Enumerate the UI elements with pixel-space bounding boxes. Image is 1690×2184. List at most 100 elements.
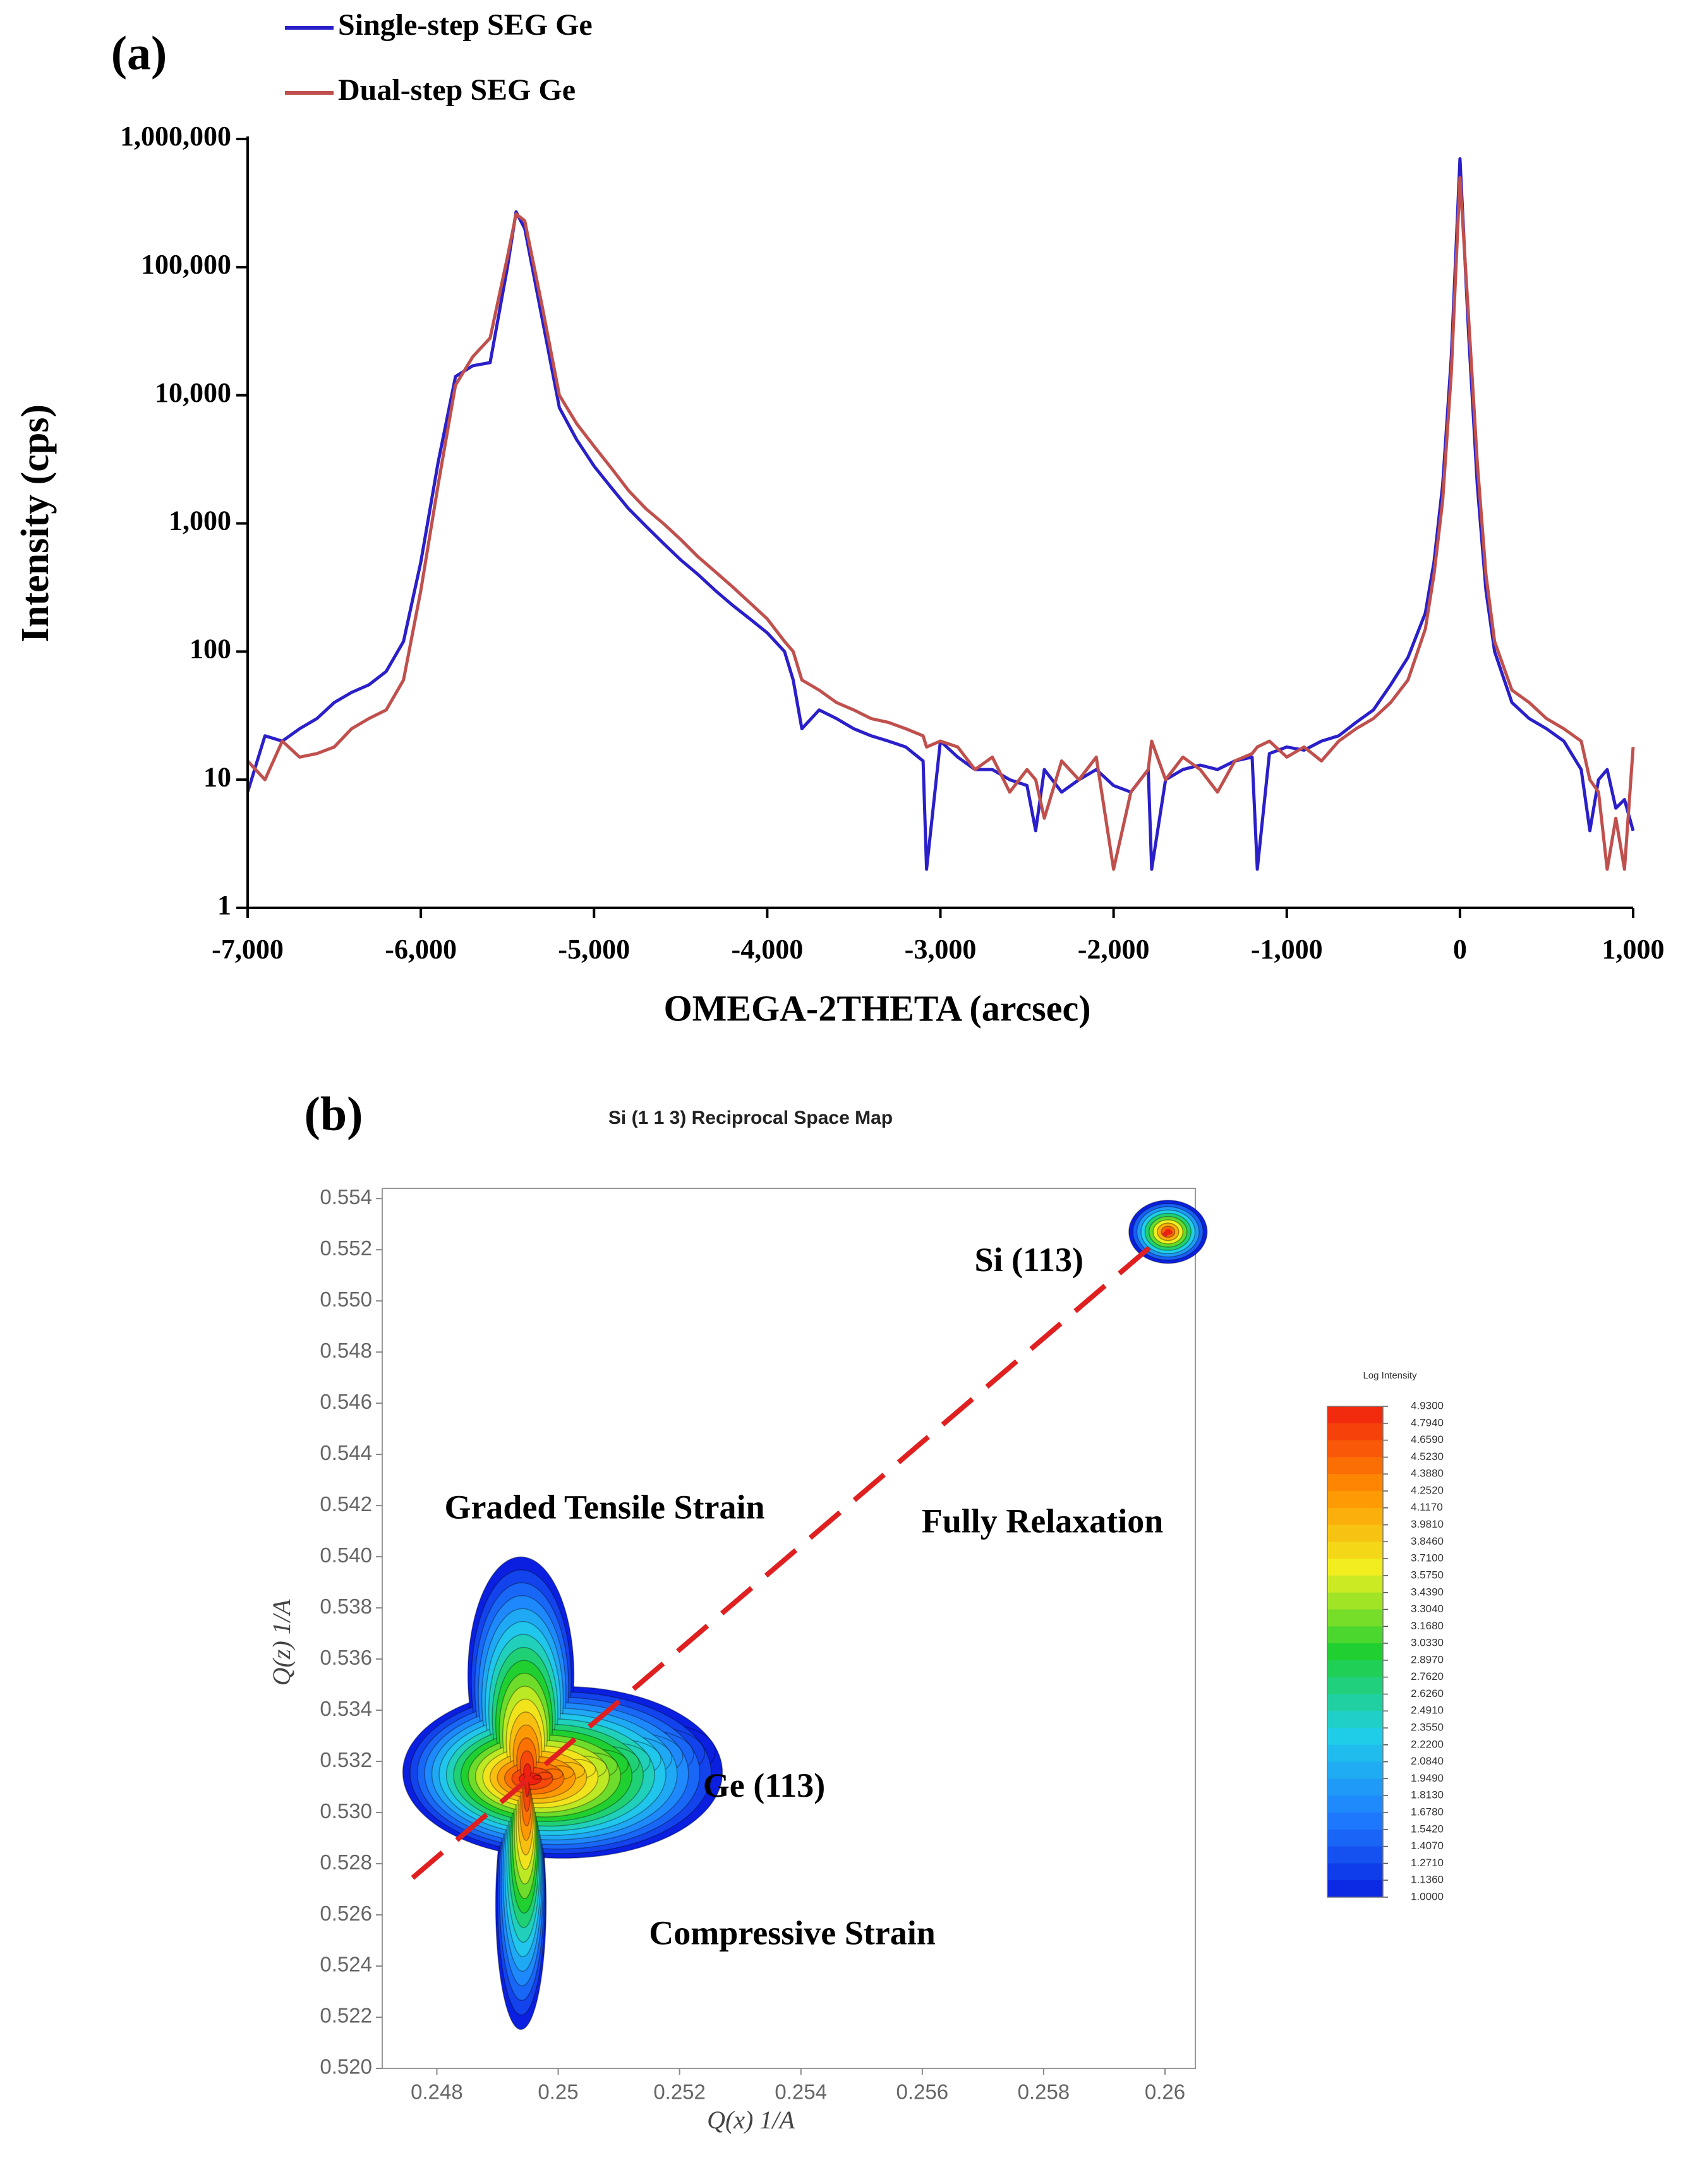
colorbar-tick-label: 1.0000 bbox=[1411, 1890, 1444, 1902]
y-tick-label: 1,000 bbox=[169, 505, 231, 536]
colorbar-band bbox=[1327, 1474, 1383, 1492]
contour-band bbox=[533, 1775, 542, 1780]
x-tick-label: -1,000 bbox=[1251, 934, 1323, 965]
annotation: Fully Relaxation bbox=[922, 1502, 1164, 1540]
colorbar-band bbox=[1327, 1507, 1383, 1526]
y-tick-label: 0.534 bbox=[320, 1697, 372, 1720]
peak-marker bbox=[524, 1776, 531, 1783]
y-tick-label: 10,000 bbox=[155, 377, 231, 408]
y-tick-label: 0.522 bbox=[320, 2004, 372, 2027]
colorbar-band bbox=[1327, 1609, 1383, 1627]
y-tick-label: 1 bbox=[217, 890, 231, 920]
colorbar-tick-label: 2.0840 bbox=[1411, 1755, 1444, 1767]
x-tick-label: -3,000 bbox=[905, 934, 977, 965]
colorbar-tick-label: 3.5750 bbox=[1411, 1569, 1444, 1581]
colorbar-band bbox=[1327, 1491, 1383, 1509]
colorbar-band bbox=[1327, 1728, 1383, 1746]
y-tick-label: 0.552 bbox=[320, 1236, 372, 1260]
colorbar-band bbox=[1327, 1406, 1383, 1424]
colorbar-band bbox=[1327, 1660, 1383, 1678]
y-tick-label: 0.524 bbox=[320, 1953, 372, 1976]
peak-label: Ge (113) bbox=[703, 1766, 825, 1804]
colorbar-tick-label: 4.2520 bbox=[1411, 1485, 1444, 1497]
colorbar-tick-label: 4.3880 bbox=[1411, 1468, 1444, 1480]
y-axis-title: Intensity (cps) bbox=[14, 404, 57, 643]
relaxation-line bbox=[411, 1229, 1170, 1880]
colorbar-tick-label: 4.5230 bbox=[1411, 1451, 1444, 1463]
colorbar-band bbox=[1327, 1795, 1383, 1813]
x-tick-label: 0 bbox=[1453, 934, 1467, 965]
legend-label: Dual-step SEG Ge bbox=[338, 73, 576, 107]
y-tick-label: 0.530 bbox=[320, 1799, 372, 1823]
data-line bbox=[246, 176, 1635, 871]
colorbar-band bbox=[1327, 1829, 1383, 1847]
x-axis-title: OMEGA-2THETA (arcsec) bbox=[663, 987, 1090, 1029]
x-tick-label: 0.256 bbox=[896, 2080, 949, 2104]
colorbar-tick-label: 2.6260 bbox=[1411, 1687, 1444, 1699]
colorbar-band bbox=[1327, 1694, 1383, 1711]
x-tick-label: 0.25 bbox=[538, 2080, 578, 2104]
y-tick-label: 100,000 bbox=[141, 249, 231, 280]
y-tick-label: 0.548 bbox=[320, 1339, 372, 1362]
y-axis-title: Q(z) 1/A bbox=[267, 1599, 296, 1686]
colorbar-tick-label: 1.8130 bbox=[1411, 1789, 1444, 1801]
x-tick-label: -6,000 bbox=[385, 934, 457, 965]
colorbar-tick-label: 2.3550 bbox=[1411, 1722, 1444, 1734]
colorbar-tick-label: 1.2710 bbox=[1411, 1857, 1444, 1869]
annotation: Graded Tensile Strain bbox=[444, 1488, 764, 1526]
y-tick-label: 0.532 bbox=[320, 1748, 372, 1771]
panel-label: (a) bbox=[111, 27, 167, 80]
x-tick-label: -7,000 bbox=[212, 934, 284, 965]
colorbar-tick-label: 2.4910 bbox=[1411, 1704, 1444, 1716]
colorbar-tick-label: 3.1680 bbox=[1411, 1620, 1444, 1632]
x-axis-title: Q(x) 1/A bbox=[707, 2106, 795, 2134]
colorbar-band bbox=[1327, 1761, 1383, 1779]
panel-label: (b) bbox=[305, 1087, 363, 1140]
colorbar-band bbox=[1327, 1440, 1383, 1457]
colorbar-band bbox=[1327, 1457, 1383, 1475]
x-tick-label: 0.258 bbox=[1018, 2080, 1070, 2104]
colorbar-band bbox=[1327, 1643, 1383, 1661]
x-tick-label: 0.254 bbox=[775, 2080, 827, 2104]
colorbar-tick-label: 3.7100 bbox=[1411, 1552, 1444, 1564]
colorbar-band bbox=[1327, 1592, 1383, 1610]
colorbar-band bbox=[1327, 1524, 1383, 1542]
colorbar-band bbox=[1327, 1778, 1383, 1796]
y-tick-label: 0.526 bbox=[320, 1902, 372, 1925]
colorbar-band bbox=[1327, 1626, 1383, 1644]
colorbar-tick-label: 3.4390 bbox=[1411, 1586, 1444, 1598]
colorbar-band bbox=[1327, 1863, 1383, 1881]
colorbar-tick-label: 1.1360 bbox=[1411, 1874, 1444, 1886]
colorbar-band bbox=[1327, 1812, 1383, 1830]
colorbar-band bbox=[1327, 1711, 1383, 1728]
colorbar-tick-label: 2.8970 bbox=[1411, 1653, 1444, 1665]
colorbar-tick-label: 4.1170 bbox=[1411, 1501, 1443, 1513]
colorbar-tick-label: 1.4070 bbox=[1411, 1840, 1444, 1852]
colorbar-band bbox=[1327, 1880, 1383, 1898]
peak-label: Si (113) bbox=[975, 1241, 1084, 1279]
x-tick-label: 0.252 bbox=[653, 2080, 706, 2104]
colorbar-tick-label: 3.8460 bbox=[1411, 1535, 1444, 1547]
y-tick-label: 0.544 bbox=[320, 1441, 372, 1464]
colorbar-tick-label: 2.7620 bbox=[1411, 1670, 1444, 1682]
x-tick-label: 1,000 bbox=[1602, 934, 1665, 965]
colorbar-tick-label: 3.0330 bbox=[1411, 1637, 1444, 1649]
colorbar-frame bbox=[1327, 1406, 1384, 1898]
x-tick-label: -4,000 bbox=[732, 934, 804, 965]
colorbar-title: Log Intensity bbox=[1363, 1370, 1417, 1381]
y-tick-label: 0.536 bbox=[320, 1646, 372, 1669]
y-tick-label: 0.520 bbox=[320, 2055, 372, 2078]
colorbar-tick-label: 4.7940 bbox=[1411, 1416, 1444, 1428]
colorbar-band bbox=[1327, 1677, 1383, 1695]
colorbar-tick-label: 1.9490 bbox=[1411, 1772, 1444, 1784]
colorbar-band bbox=[1327, 1575, 1383, 1593]
x-tick-label: 0.26 bbox=[1145, 2080, 1185, 2104]
colorbar-tick-label: 3.3040 bbox=[1411, 1603, 1444, 1615]
legend-label: Single-step SEG Ge bbox=[338, 8, 593, 42]
chart-title: Si (1 1 3) Reciprocal Space Map bbox=[608, 1107, 893, 1128]
colorbar-tick-label: 4.6590 bbox=[1411, 1433, 1444, 1445]
peak-marker bbox=[1164, 1228, 1171, 1235]
y-tick-label: 0.550 bbox=[320, 1288, 372, 1311]
colorbar-tick-label: 3.9810 bbox=[1411, 1518, 1444, 1530]
